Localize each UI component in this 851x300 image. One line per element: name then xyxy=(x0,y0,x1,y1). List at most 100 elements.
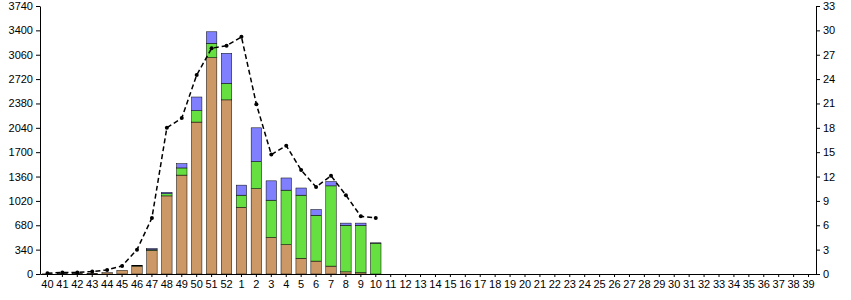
bar xyxy=(326,266,336,274)
tick-mark xyxy=(674,274,675,277)
bar xyxy=(147,249,157,250)
tick-mark xyxy=(719,274,720,277)
tick-mark xyxy=(151,274,152,277)
bar xyxy=(147,250,157,274)
tick-label: 39 xyxy=(802,278,814,290)
tick-mark xyxy=(510,274,511,277)
tick-mark xyxy=(748,274,749,277)
tick: 34 xyxy=(728,274,740,290)
tick-label: 10 xyxy=(370,278,382,290)
tick-mark xyxy=(450,274,451,277)
tick-label: 19 xyxy=(504,278,516,290)
tick-label: 2720 xyxy=(9,73,33,85)
tick: 27 xyxy=(816,49,835,61)
tick-label: 27 xyxy=(823,49,835,61)
marker xyxy=(359,214,363,218)
tick-mark xyxy=(778,274,779,277)
tick-label: 30 xyxy=(823,24,835,36)
tick-mark xyxy=(816,201,820,202)
bar xyxy=(296,188,306,195)
tick-label: 13 xyxy=(414,278,426,290)
marker xyxy=(284,144,288,148)
tick: 13 xyxy=(414,274,426,290)
marker xyxy=(314,185,318,189)
tick: 2380 xyxy=(9,97,40,109)
tick: 39 xyxy=(802,274,814,290)
tick: 45 xyxy=(116,274,128,290)
marker xyxy=(75,270,79,274)
tick-label: 26 xyxy=(608,278,620,290)
tick-mark xyxy=(816,177,820,178)
tick-label: 36 xyxy=(758,278,770,290)
bar xyxy=(371,242,381,243)
bar xyxy=(236,185,246,195)
tick-mark xyxy=(569,274,570,277)
tick-label: 3 xyxy=(823,244,829,256)
tick-label: 4 xyxy=(283,278,289,290)
tick-mark xyxy=(525,274,526,277)
tick-mark xyxy=(36,274,40,275)
tick-mark xyxy=(435,274,436,277)
tick-mark xyxy=(36,79,40,80)
axis-line xyxy=(816,7,817,275)
tick: 7 xyxy=(328,274,334,290)
tick: 3060 xyxy=(9,49,40,61)
marker xyxy=(45,271,49,274)
tick-mark xyxy=(211,274,212,277)
bar xyxy=(206,32,216,43)
tick-mark xyxy=(816,55,820,56)
tick: 1700 xyxy=(9,146,40,158)
tick-label: 7 xyxy=(328,278,334,290)
tick-label: 32 xyxy=(698,278,710,290)
tick-label: 3 xyxy=(268,278,274,290)
tick-label: 3060 xyxy=(9,49,33,61)
bar xyxy=(281,178,291,190)
tick-label: 8 xyxy=(343,278,349,290)
tick: 40 xyxy=(41,274,53,290)
marker xyxy=(269,153,273,157)
y2-axis: 03691215182124273033 xyxy=(816,0,835,280)
tick: 36 xyxy=(758,274,770,290)
tick: 33 xyxy=(713,274,725,290)
bar xyxy=(311,215,321,261)
tick: 12 xyxy=(399,274,411,290)
tick-label: 12 xyxy=(823,171,835,183)
tick: 11 xyxy=(385,274,396,290)
tick-label: 1700 xyxy=(9,146,33,158)
tick-mark xyxy=(36,225,40,226)
tick-label: 33 xyxy=(713,278,725,290)
bar xyxy=(311,210,321,216)
tick: 42 xyxy=(71,274,83,290)
y-axis: 0340680102013601700204023802720306034003… xyxy=(9,0,41,280)
tick-mark xyxy=(92,274,93,277)
tick-mark xyxy=(539,274,540,277)
tick-mark xyxy=(36,55,40,56)
tick: 51 xyxy=(205,274,217,290)
bar xyxy=(221,100,231,274)
tick-label: 15 xyxy=(823,146,835,158)
tick: 38 xyxy=(787,274,799,290)
tick: 16 xyxy=(459,274,471,290)
tick: 49 xyxy=(176,274,188,290)
marker xyxy=(344,193,348,197)
tick-label: 43 xyxy=(86,278,98,290)
bar xyxy=(102,272,112,273)
bar xyxy=(191,111,201,122)
tick-mark xyxy=(659,274,660,277)
tick-mark xyxy=(316,274,317,277)
x-axis: 4041424344454647484950515212345678910111… xyxy=(41,274,817,290)
tick: 30 xyxy=(816,24,835,36)
bar xyxy=(281,245,291,274)
bar xyxy=(162,192,172,193)
bar xyxy=(266,237,276,274)
tick-label: 34 xyxy=(728,278,740,290)
tick-mark xyxy=(599,274,600,277)
tick-label: 30 xyxy=(668,278,680,290)
marker xyxy=(225,44,229,48)
tick-label: 3740 xyxy=(9,0,33,12)
tick: 50 xyxy=(191,274,203,290)
tick: 3740 xyxy=(9,0,40,12)
bar xyxy=(356,225,366,272)
bar xyxy=(236,207,246,274)
bar xyxy=(341,223,351,225)
